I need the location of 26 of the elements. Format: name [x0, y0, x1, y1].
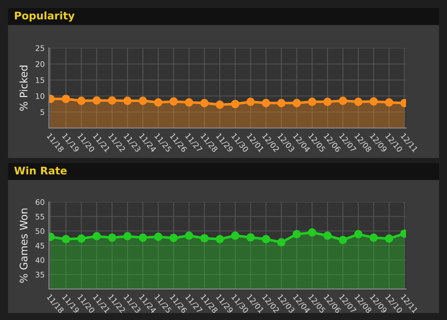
point — [108, 234, 116, 242]
point — [262, 234, 270, 244]
point — [308, 228, 316, 237]
point — [338, 236, 348, 244]
y-axis-title: % Games Won — [20, 208, 28, 283]
point — [384, 234, 394, 243]
point — [138, 234, 148, 242]
y-axis-title: % Picked — [19, 66, 28, 111]
chart-title: Popularity — [14, 11, 75, 22]
point — [231, 231, 240, 240]
chart-title: Win Rate — [14, 166, 67, 175]
point — [323, 231, 332, 240]
point — [154, 232, 162, 241]
point — [370, 234, 378, 242]
point — [77, 234, 86, 243]
point — [169, 234, 178, 242]
point — [292, 230, 301, 238]
point — [200, 234, 209, 242]
point — [216, 234, 224, 244]
point — [246, 233, 255, 242]
point — [123, 232, 132, 240]
point — [277, 238, 286, 246]
point — [62, 234, 70, 244]
point — [92, 232, 101, 240]
point — [354, 230, 362, 238]
point — [184, 231, 194, 240]
